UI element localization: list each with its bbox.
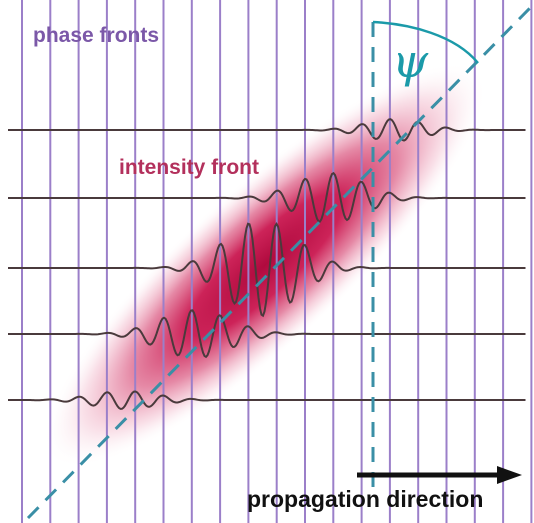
intensity-front-label: intensity front xyxy=(119,156,259,179)
angle-psi-label: ψ xyxy=(392,34,429,88)
intensity-front-blob xyxy=(43,62,487,468)
wave-trace xyxy=(7,390,526,410)
right-arrow-icon xyxy=(357,466,522,484)
angle-arc xyxy=(372,20,479,64)
propagation-direction-label: propagation direction xyxy=(247,486,484,512)
phase-fronts-label: phase fronts xyxy=(33,24,160,47)
intensity-front-axis xyxy=(26,6,532,520)
wave-trace xyxy=(8,171,526,223)
wave-traces xyxy=(7,118,526,410)
wave-trace xyxy=(8,309,526,359)
phase-fronts xyxy=(21,0,533,523)
wave-trace xyxy=(8,118,526,142)
wave-trace xyxy=(8,222,526,318)
